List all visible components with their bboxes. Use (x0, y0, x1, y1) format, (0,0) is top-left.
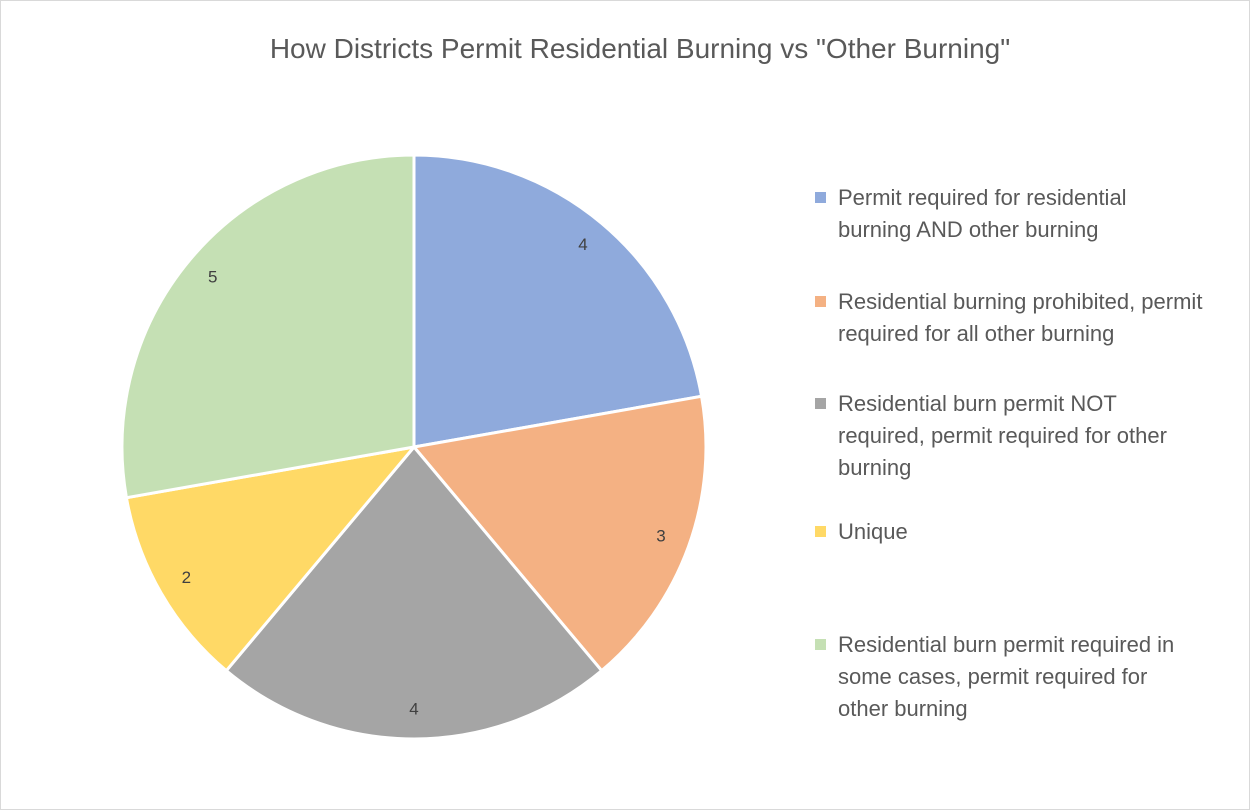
legend-label: Residential burning prohibited, permit r… (838, 289, 1203, 346)
pie-slice (411, 394, 708, 673)
pie-slice (124, 444, 418, 673)
legend-label: Permit required for residential burning … (838, 185, 1127, 242)
legend-swatch (815, 639, 826, 650)
legend-swatch (815, 192, 826, 203)
data-label: 4 (578, 235, 587, 254)
pie-slice (412, 153, 704, 449)
legend-label: Residential burn permit required in some… (838, 632, 1175, 721)
legend-label: Unique (838, 519, 908, 544)
pie-slice (120, 153, 416, 500)
legend-swatch (815, 398, 826, 409)
legend-swatch (815, 526, 826, 537)
data-label: 4 (409, 699, 418, 718)
chart-title: How Districts Permit Residential Burning… (270, 33, 1010, 64)
data-label: 3 (656, 526, 665, 545)
data-label: 5 (208, 268, 217, 287)
pie-slice (224, 444, 604, 741)
legend-label: Residential burn permit NOT required, pe… (838, 391, 1167, 480)
data-label: 2 (182, 568, 191, 587)
legend-swatch (815, 296, 826, 307)
